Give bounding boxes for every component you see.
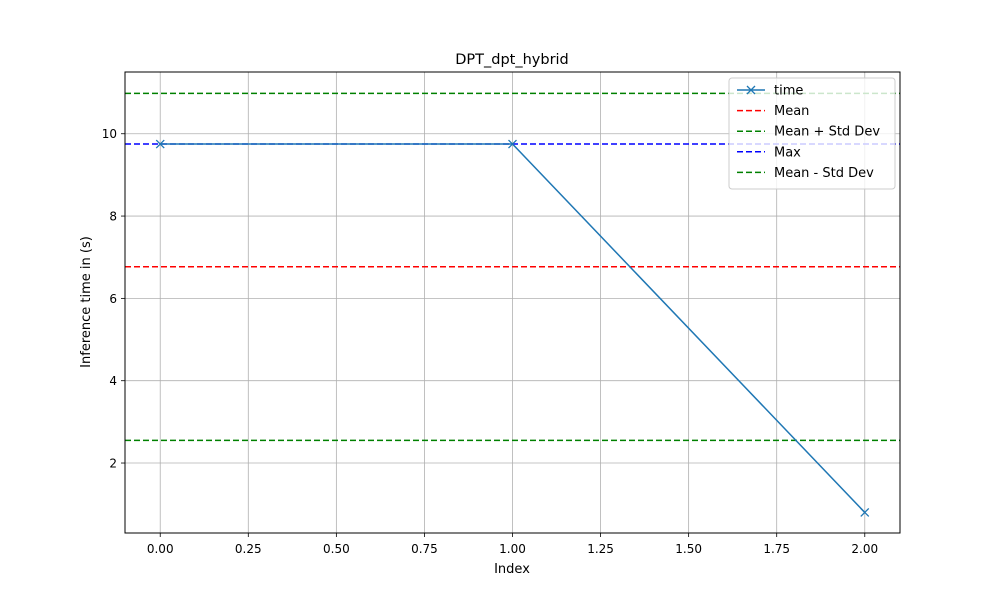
y-tick-label: 4: [109, 374, 117, 388]
y-axis-label: Inference time in (s): [79, 236, 94, 368]
x-tick-label: 1.00: [499, 542, 526, 556]
x-axis-ticks: 0.00 0.25 0.50 0.75 1.00 1.25 1.50 1.75 2.00: [147, 533, 878, 556]
legend-label: Mean: [774, 104, 809, 119]
legend-marker: [746, 85, 756, 95]
chart-title: DPT_dpt_hybrid: [455, 52, 569, 68]
x-tick-label: 2.00: [851, 542, 878, 556]
x-tick-label: 0.75: [411, 542, 438, 556]
x-axis-label: Index: [494, 562, 530, 577]
x-tick-label: 0.50: [323, 542, 350, 556]
legend-box: [728, 77, 896, 190]
data-point-marker: [155, 139, 165, 149]
x-tick-label: 1.25: [587, 542, 614, 556]
series: [155, 139, 870, 517]
y-tick-label: 8: [109, 210, 117, 224]
data-point-marker: [860, 507, 870, 517]
y-axis-ticks: 2 4 6 8 10: [102, 127, 125, 471]
legend-label: Max: [774, 145, 801, 160]
y-tick-label: 10: [102, 127, 117, 141]
y-tick-label: 2: [109, 457, 117, 471]
x-tick-label: 1.50: [675, 542, 702, 556]
data-point-marker: [508, 139, 517, 149]
legend-label: Mean + Std Dev: [774, 125, 880, 140]
y-tick-label: 6: [109, 292, 117, 306]
legend-label: Mean - Std Dev: [774, 166, 874, 181]
x-tick-label: 0.00: [147, 542, 174, 556]
legend: time Mean Mean + Std Dev Max Mean - Std Dev: [728, 77, 896, 190]
x-tick-label: 0.25: [235, 542, 262, 556]
legend-label: time: [774, 84, 803, 99]
x-tick-label: 1.75: [763, 542, 790, 556]
